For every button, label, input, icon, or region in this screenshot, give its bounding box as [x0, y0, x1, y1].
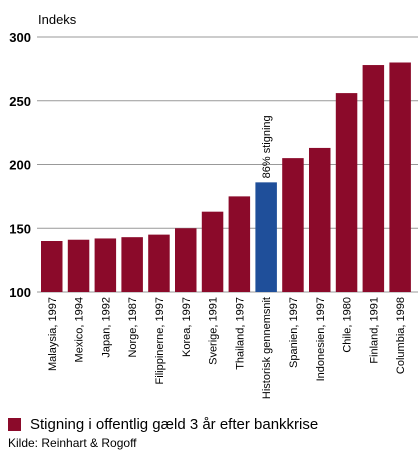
bar [201, 211, 224, 292]
gridlines [37, 36, 418, 293]
x-tick-label: Chile, 1980 [342, 297, 354, 353]
x-tick-label: Indonesien, 1997 [315, 297, 327, 381]
y-tick-label: 100 [9, 285, 31, 300]
highlight-annotation: 86% stigning [261, 115, 273, 178]
y-tick-label: 300 [9, 30, 31, 45]
source-note: Kilde: Reinhart & Rogoff [8, 436, 137, 450]
bars [41, 62, 411, 292]
x-tick-label: Finland, 1991 [368, 297, 380, 364]
bar [389, 62, 411, 292]
x-tick-label: Filippinerne, 1997 [154, 297, 166, 384]
bar [148, 234, 170, 292]
bar [309, 147, 331, 292]
bar [282, 158, 304, 292]
x-axis-ticks: Malaysia, 1997 Mexico, 1994 Japan, 1992 Nor… [47, 297, 407, 399]
x-tick-label: Thailand, 1997 [234, 297, 246, 370]
x-tick-label: Norge, 1987 [127, 297, 139, 358]
bar [41, 241, 63, 292]
bar [335, 93, 358, 292]
bar-highlight [255, 182, 277, 292]
bar [94, 238, 117, 292]
x-tick-label: Korea, 1997 [181, 297, 193, 357]
x-tick-label: Historisk gennemsnit [261, 297, 273, 399]
y-tick-label: 250 [9, 94, 31, 109]
x-tick-label: Spanien, 1997 [288, 297, 300, 368]
bar [228, 196, 251, 292]
x-tick-label: Japan, 1992 [100, 297, 112, 358]
x-tick-label: Mexico, 1994 [74, 297, 86, 362]
legend: Stigning i offentlig gæld 3 år efter ban… [8, 415, 318, 433]
y-axis-ticks: 100 150 200 250 300 [9, 30, 31, 300]
y-axis-label: Indeks [38, 12, 77, 27]
bar [67, 239, 90, 292]
legend-label: Stigning i offentlig gæld 3 år efter ban… [30, 415, 319, 433]
x-tick-label: Sverige, 1991 [208, 297, 220, 365]
x-tick-label: Columbia, 1998 [395, 297, 407, 374]
bar [175, 228, 197, 292]
bar [121, 237, 143, 292]
x-tick-label: Malaysia, 1997 [47, 297, 59, 371]
y-tick-label: 150 [9, 221, 31, 236]
legend-swatch [8, 417, 21, 431]
bar [362, 65, 385, 292]
y-tick-label: 200 [9, 158, 31, 173]
